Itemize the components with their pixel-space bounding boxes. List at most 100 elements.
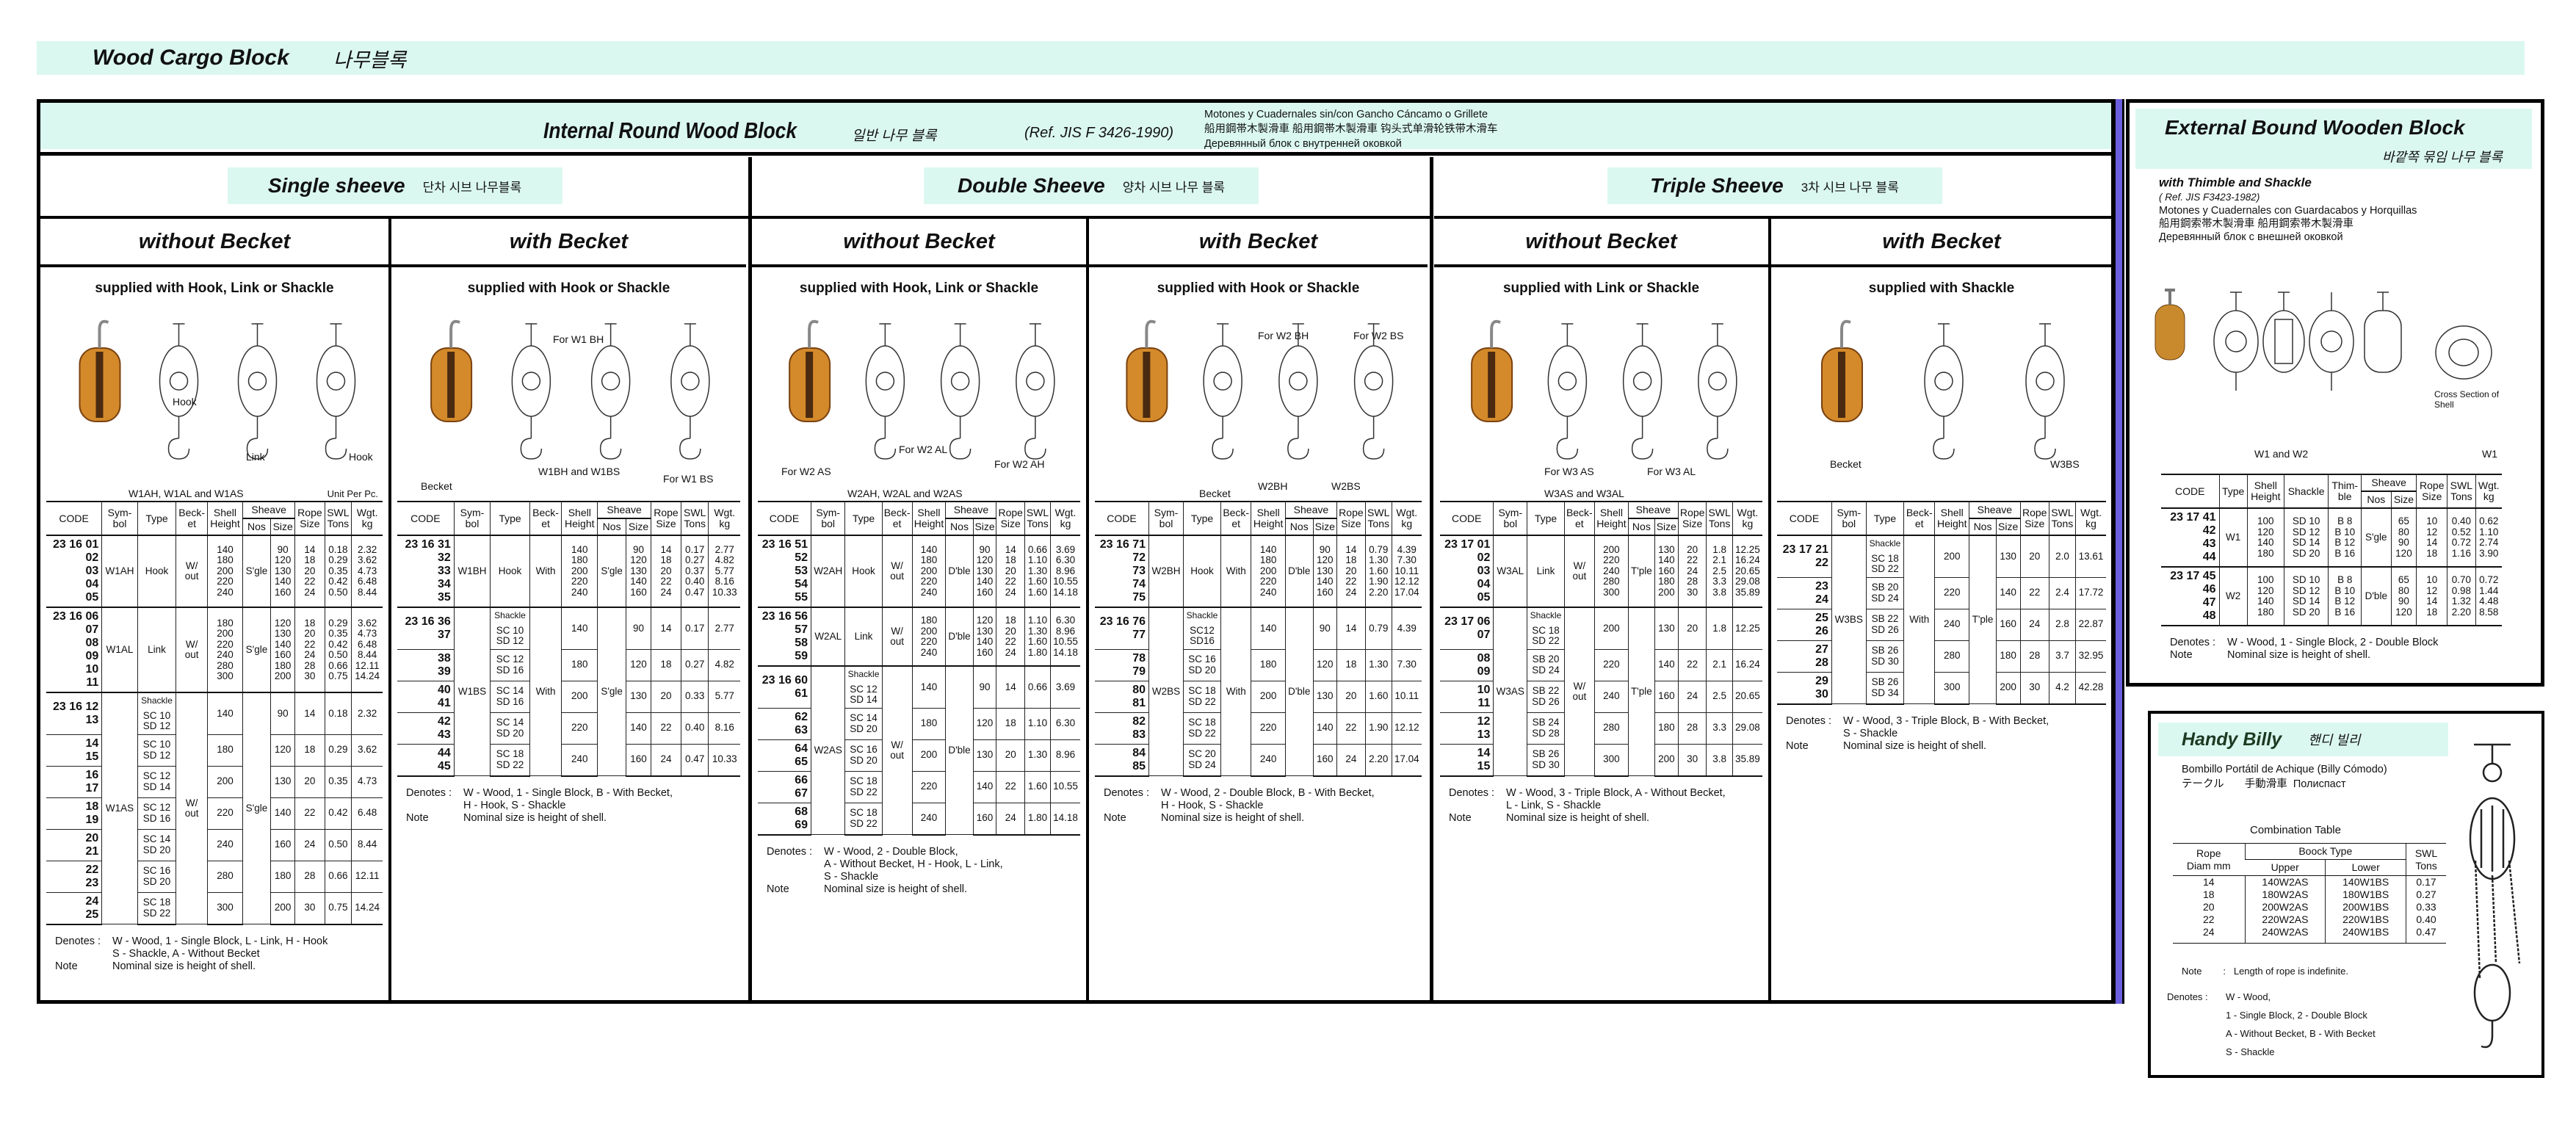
col-header-size: Size bbox=[626, 518, 651, 536]
col-header-becket: Beck- et bbox=[176, 501, 209, 536]
cell-code: 23 24 bbox=[1777, 577, 1832, 609]
cell-value: 12.25 bbox=[1735, 543, 1760, 555]
cell-shell: 280 bbox=[207, 861, 243, 893]
cell-value: 12.11 bbox=[355, 870, 380, 882]
cell-value: 130 bbox=[630, 690, 647, 702]
cell-value: SD 28 bbox=[1532, 727, 1560, 739]
cell-value: 180 bbox=[571, 554, 588, 566]
illustration-label: Becket bbox=[1199, 488, 1231, 499]
cell-type: SC 16 SD 20 bbox=[1183, 649, 1221, 681]
cell-size: 180 bbox=[1654, 712, 1679, 745]
cell-value: 0.17 bbox=[685, 543, 705, 555]
cell-value: 240 bbox=[1259, 586, 1277, 598]
cell-rope: 14 bbox=[294, 692, 325, 735]
cell-value: 33 bbox=[437, 565, 451, 577]
cell-swl: 3.3 bbox=[1706, 712, 1733, 745]
table-row: 23 17 21 22 W3BS Shackle SC 18 SD 22 With 200 T'… bbox=[1777, 535, 2106, 704]
cell-value: 09 bbox=[85, 650, 99, 662]
cell-value: SD 20 bbox=[1188, 664, 1216, 676]
cell-value: 200 bbox=[1603, 622, 1620, 634]
cell-swl: 1.90 bbox=[1364, 712, 1392, 745]
note-text: Nominal size is height of shell. bbox=[824, 883, 968, 895]
cell-value: 28 bbox=[304, 870, 316, 882]
combination-row: 14 140W2AS 140W1BS 0.17 bbox=[2173, 875, 2446, 888]
cell-shell: 220 bbox=[561, 712, 598, 745]
cell-type: Hook bbox=[1183, 535, 1221, 608]
table-row: 23 24 SB 20 SD 24 220 140 22 2.4 17.72 bbox=[1777, 577, 2106, 609]
cell-value: 20 bbox=[1345, 690, 1357, 702]
denotes-text: W - Wood, 1 - Single Block, 2 - Double B… bbox=[2227, 637, 2439, 648]
cell-value: 62 bbox=[795, 710, 808, 723]
cell-rope: 14 18 20 22 24 bbox=[294, 535, 325, 608]
cell-value: SC 18 bbox=[496, 748, 524, 759]
col-header-swl: SWL Tons bbox=[2048, 501, 2077, 536]
label-cross-section: Cross Section of Shell bbox=[2434, 389, 2500, 410]
cell-becket: W/ out bbox=[1563, 535, 1595, 608]
cell-code: 23 16 31 32 33 34 35 bbox=[397, 535, 455, 608]
cell-value: 20 bbox=[304, 775, 316, 787]
cell-value: 2.77 bbox=[714, 622, 734, 634]
cell-value: 84 bbox=[1132, 746, 1146, 759]
combination-row: 22 220W2AS 220W1BS 0.40 bbox=[2173, 913, 2446, 926]
cell-rope: 18 bbox=[2202, 888, 2215, 900]
cell-value: 74 bbox=[1132, 578, 1146, 590]
cell-size: 120 130 140 160 180 200 bbox=[270, 607, 296, 693]
block-photo bbox=[1126, 319, 1168, 422]
cell-value: 08 bbox=[1477, 651, 1491, 665]
cell-value: 1.30 bbox=[1369, 554, 1389, 566]
cell-value: SC 14 bbox=[496, 717, 524, 728]
cell-type: Shackle SC 18 SD 22 bbox=[1865, 535, 1905, 578]
cell-upper: 200W2AS bbox=[2244, 901, 2326, 913]
cell-value: 08 bbox=[85, 637, 99, 649]
cell-wgt: 29.08 bbox=[1732, 712, 1762, 745]
cell-value: SC 12 bbox=[142, 770, 171, 781]
cell-value: SD 12 bbox=[2292, 526, 2320, 538]
illustration-label: Becket bbox=[421, 480, 452, 492]
external-spec-table: CODE Type Shell Height Shackle Thim- ble Shea… bbox=[2161, 474, 2502, 626]
cell-value: 160 bbox=[1317, 586, 1334, 598]
cell-code: 18 19 bbox=[46, 797, 103, 830]
cell-size: 65 80 90 120 bbox=[2390, 567, 2417, 626]
table-row: 23 17 41 42 43 44 W1 100 120 140 180 SD 10 SD 12 SD… bbox=[2161, 508, 2502, 568]
cell-value: 23 16 60 bbox=[761, 673, 808, 687]
cell-code: 10 11 bbox=[1440, 681, 1494, 713]
cell-code: 14 15 bbox=[1440, 744, 1494, 777]
cell-value: 12.12 bbox=[1394, 722, 1419, 734]
cell-value: SB 22 bbox=[1532, 685, 1560, 696]
denotes-label: Denotes : bbox=[2170, 637, 2216, 648]
cell-symbol: W3AS bbox=[1493, 607, 1528, 776]
supplied-with-text: supplied with Hook, Link or Shackle bbox=[95, 280, 334, 296]
cell-value: 120 bbox=[2257, 584, 2274, 596]
cell-swl: 0.27 bbox=[2406, 888, 2446, 901]
cell-value: 20.65 bbox=[1735, 690, 1760, 702]
cell-value: 200 bbox=[1259, 690, 1277, 702]
table-row: 10 11 SB 22 SD 26 240 160 24 2.5 20.65 bbox=[1440, 681, 1762, 713]
table-row: 42 43 SC 14 SD 20 220 140 22 0.40 8.16 bbox=[397, 712, 740, 745]
cell-value: 140 bbox=[217, 707, 234, 719]
cell-rope: 22 bbox=[651, 712, 681, 745]
col-header-nos: Nos bbox=[242, 518, 272, 536]
cell-value: 180 bbox=[920, 554, 938, 566]
col-header-code: CODE bbox=[758, 501, 811, 536]
cell-code: 23 16 60 61 bbox=[758, 666, 811, 709]
cell-type: Link bbox=[844, 607, 883, 667]
cell-value: 140 bbox=[920, 681, 938, 692]
cell-value: 85 bbox=[1132, 759, 1146, 772]
illustration-label: W2AH, W2AL and W2AS bbox=[847, 488, 963, 499]
cell-value: 53 bbox=[795, 565, 808, 577]
cell-size: 140 bbox=[972, 771, 997, 803]
cell-value: 0.75 bbox=[328, 670, 348, 681]
cell-value: 22 bbox=[1815, 556, 1828, 569]
cell-value: SD 24 bbox=[1532, 664, 1560, 676]
cell-value: 43 bbox=[437, 728, 451, 741]
section-columns: without Becket supplied with Hook, Link o… bbox=[752, 219, 1430, 1000]
denotes-text: W - Wood, 3 - Triple Block, A - Without … bbox=[1506, 786, 1726, 799]
section-header: Single sheeve 단차 시브 나무블록 bbox=[40, 157, 748, 219]
cell-value: 02 bbox=[85, 551, 99, 564]
cell-code: 38 39 bbox=[397, 649, 455, 681]
cell-value: 22 bbox=[304, 807, 316, 819]
unit-per-piece: Unit Per Pc. bbox=[327, 488, 378, 499]
cell-value: 220 bbox=[920, 576, 938, 587]
denotes-text: W - Wood, 2 - Double Block, bbox=[824, 845, 958, 858]
japanese-name: テークル bbox=[2182, 778, 2224, 790]
